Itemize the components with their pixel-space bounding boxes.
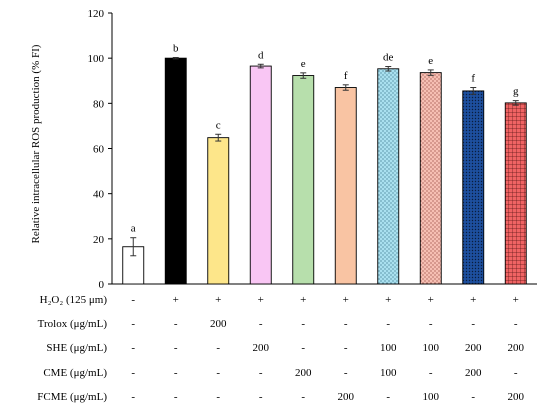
bar	[462, 90, 485, 285]
y-tick-label: 80	[93, 98, 105, 110]
treatment-cell: +	[428, 294, 434, 306]
treatment-cell: -	[429, 318, 433, 330]
treatment-cell: +	[258, 294, 264, 306]
treatment-cell: -	[344, 318, 348, 330]
treatment-cell: -	[514, 367, 518, 379]
significance-letter: c	[216, 119, 221, 131]
treatment-cell: -	[344, 367, 348, 379]
significance-letter: f	[344, 70, 348, 82]
treatment-cell: -	[301, 318, 305, 330]
y-tick-label: 120	[88, 8, 105, 20]
treatment-cell: 100	[423, 391, 440, 403]
significance-letter: d	[258, 49, 264, 61]
treatment-cell: 200	[465, 342, 482, 354]
treatment-cell: -	[216, 367, 220, 379]
treatment-cell: -	[259, 318, 263, 330]
bar	[504, 102, 527, 285]
treatment-cell: +	[173, 294, 179, 306]
treatment-cell: -	[131, 391, 135, 403]
significance-letter: e	[428, 55, 433, 67]
treatment-cell: -	[471, 318, 475, 330]
treatment-row-label: FCME (μg/mL)	[37, 391, 107, 403]
treatment-cell: 200	[295, 367, 312, 379]
treatment-cell: +	[385, 294, 391, 306]
treatment-table: H₂O₂ (125 μm) - + + + + + + + + + Trolox (μg/mL) - - 2…	[37, 294, 524, 403]
significance-letter: a	[131, 223, 136, 235]
treatment-cell: -	[471, 391, 475, 403]
treatment-cell: -	[429, 367, 433, 379]
treatment-row-label: H₂O₂ (125 μm)	[40, 294, 108, 306]
bar	[207, 137, 230, 285]
treatment-cell: 200	[210, 318, 227, 330]
treatment-cell: -	[131, 367, 135, 379]
treatment-cell: +	[215, 294, 221, 306]
treatment-cell: -	[259, 367, 263, 379]
treatment-cell: -	[174, 318, 178, 330]
treatment-cell: +	[343, 294, 349, 306]
significance-letter: de	[383, 52, 394, 64]
significance-letter: f	[471, 73, 475, 85]
treatment-cell: -	[131, 294, 135, 306]
treatment-cell: 100	[380, 342, 397, 354]
bar	[419, 72, 442, 285]
bar	[292, 75, 315, 285]
treatment-row-label: CME (μg/mL)	[43, 367, 107, 379]
y-tick-label: 100	[88, 53, 105, 65]
treatment-cell: 200	[508, 391, 525, 403]
treatment-cell: +	[300, 294, 306, 306]
treatment-cell: -	[174, 367, 178, 379]
treatment-cell: -	[216, 342, 220, 354]
treatment-cell: -	[259, 391, 263, 403]
treatment-cell: -	[301, 391, 305, 403]
significance-letter: e	[301, 58, 306, 70]
treatment-cell: -	[131, 318, 135, 330]
treatment-cell: -	[386, 391, 390, 403]
treatment-cell: +	[470, 294, 476, 306]
treatment-cell: 200	[508, 342, 525, 354]
treatment-cell: -	[131, 342, 135, 354]
treatment-cell: +	[513, 294, 519, 306]
y-axis-label: Relative intracellular ROS production (%…	[30, 44, 42, 243]
treatment-cell: -	[301, 342, 305, 354]
treatment-cell: 200	[253, 342, 270, 354]
bar	[249, 65, 272, 285]
y-tick-label: 20	[93, 234, 105, 246]
treatment-cell: -	[216, 391, 220, 403]
bar	[377, 68, 400, 285]
treatment-row-label: SHE (μg/mL)	[46, 342, 107, 354]
y-tick-label: 60	[93, 144, 105, 156]
bar	[334, 87, 357, 285]
treatment-cell: 200	[338, 391, 355, 403]
treatment-row-label: Trolox (μg/mL)	[38, 318, 108, 330]
treatment-cell: -	[344, 342, 348, 354]
treatment-cell: -	[174, 391, 178, 403]
significance-letter: g	[513, 86, 519, 98]
y-tick-label: 40	[93, 189, 105, 201]
treatment-cell: -	[514, 318, 518, 330]
treatment-cell: 100	[423, 342, 440, 354]
treatment-cell: 100	[380, 367, 397, 379]
y-tick-label: 0	[99, 279, 105, 291]
treatment-cell: 200	[465, 367, 482, 379]
bar	[164, 57, 187, 285]
treatment-cell: -	[174, 342, 178, 354]
treatment-cell: -	[386, 318, 390, 330]
significance-letter: b	[173, 42, 179, 54]
